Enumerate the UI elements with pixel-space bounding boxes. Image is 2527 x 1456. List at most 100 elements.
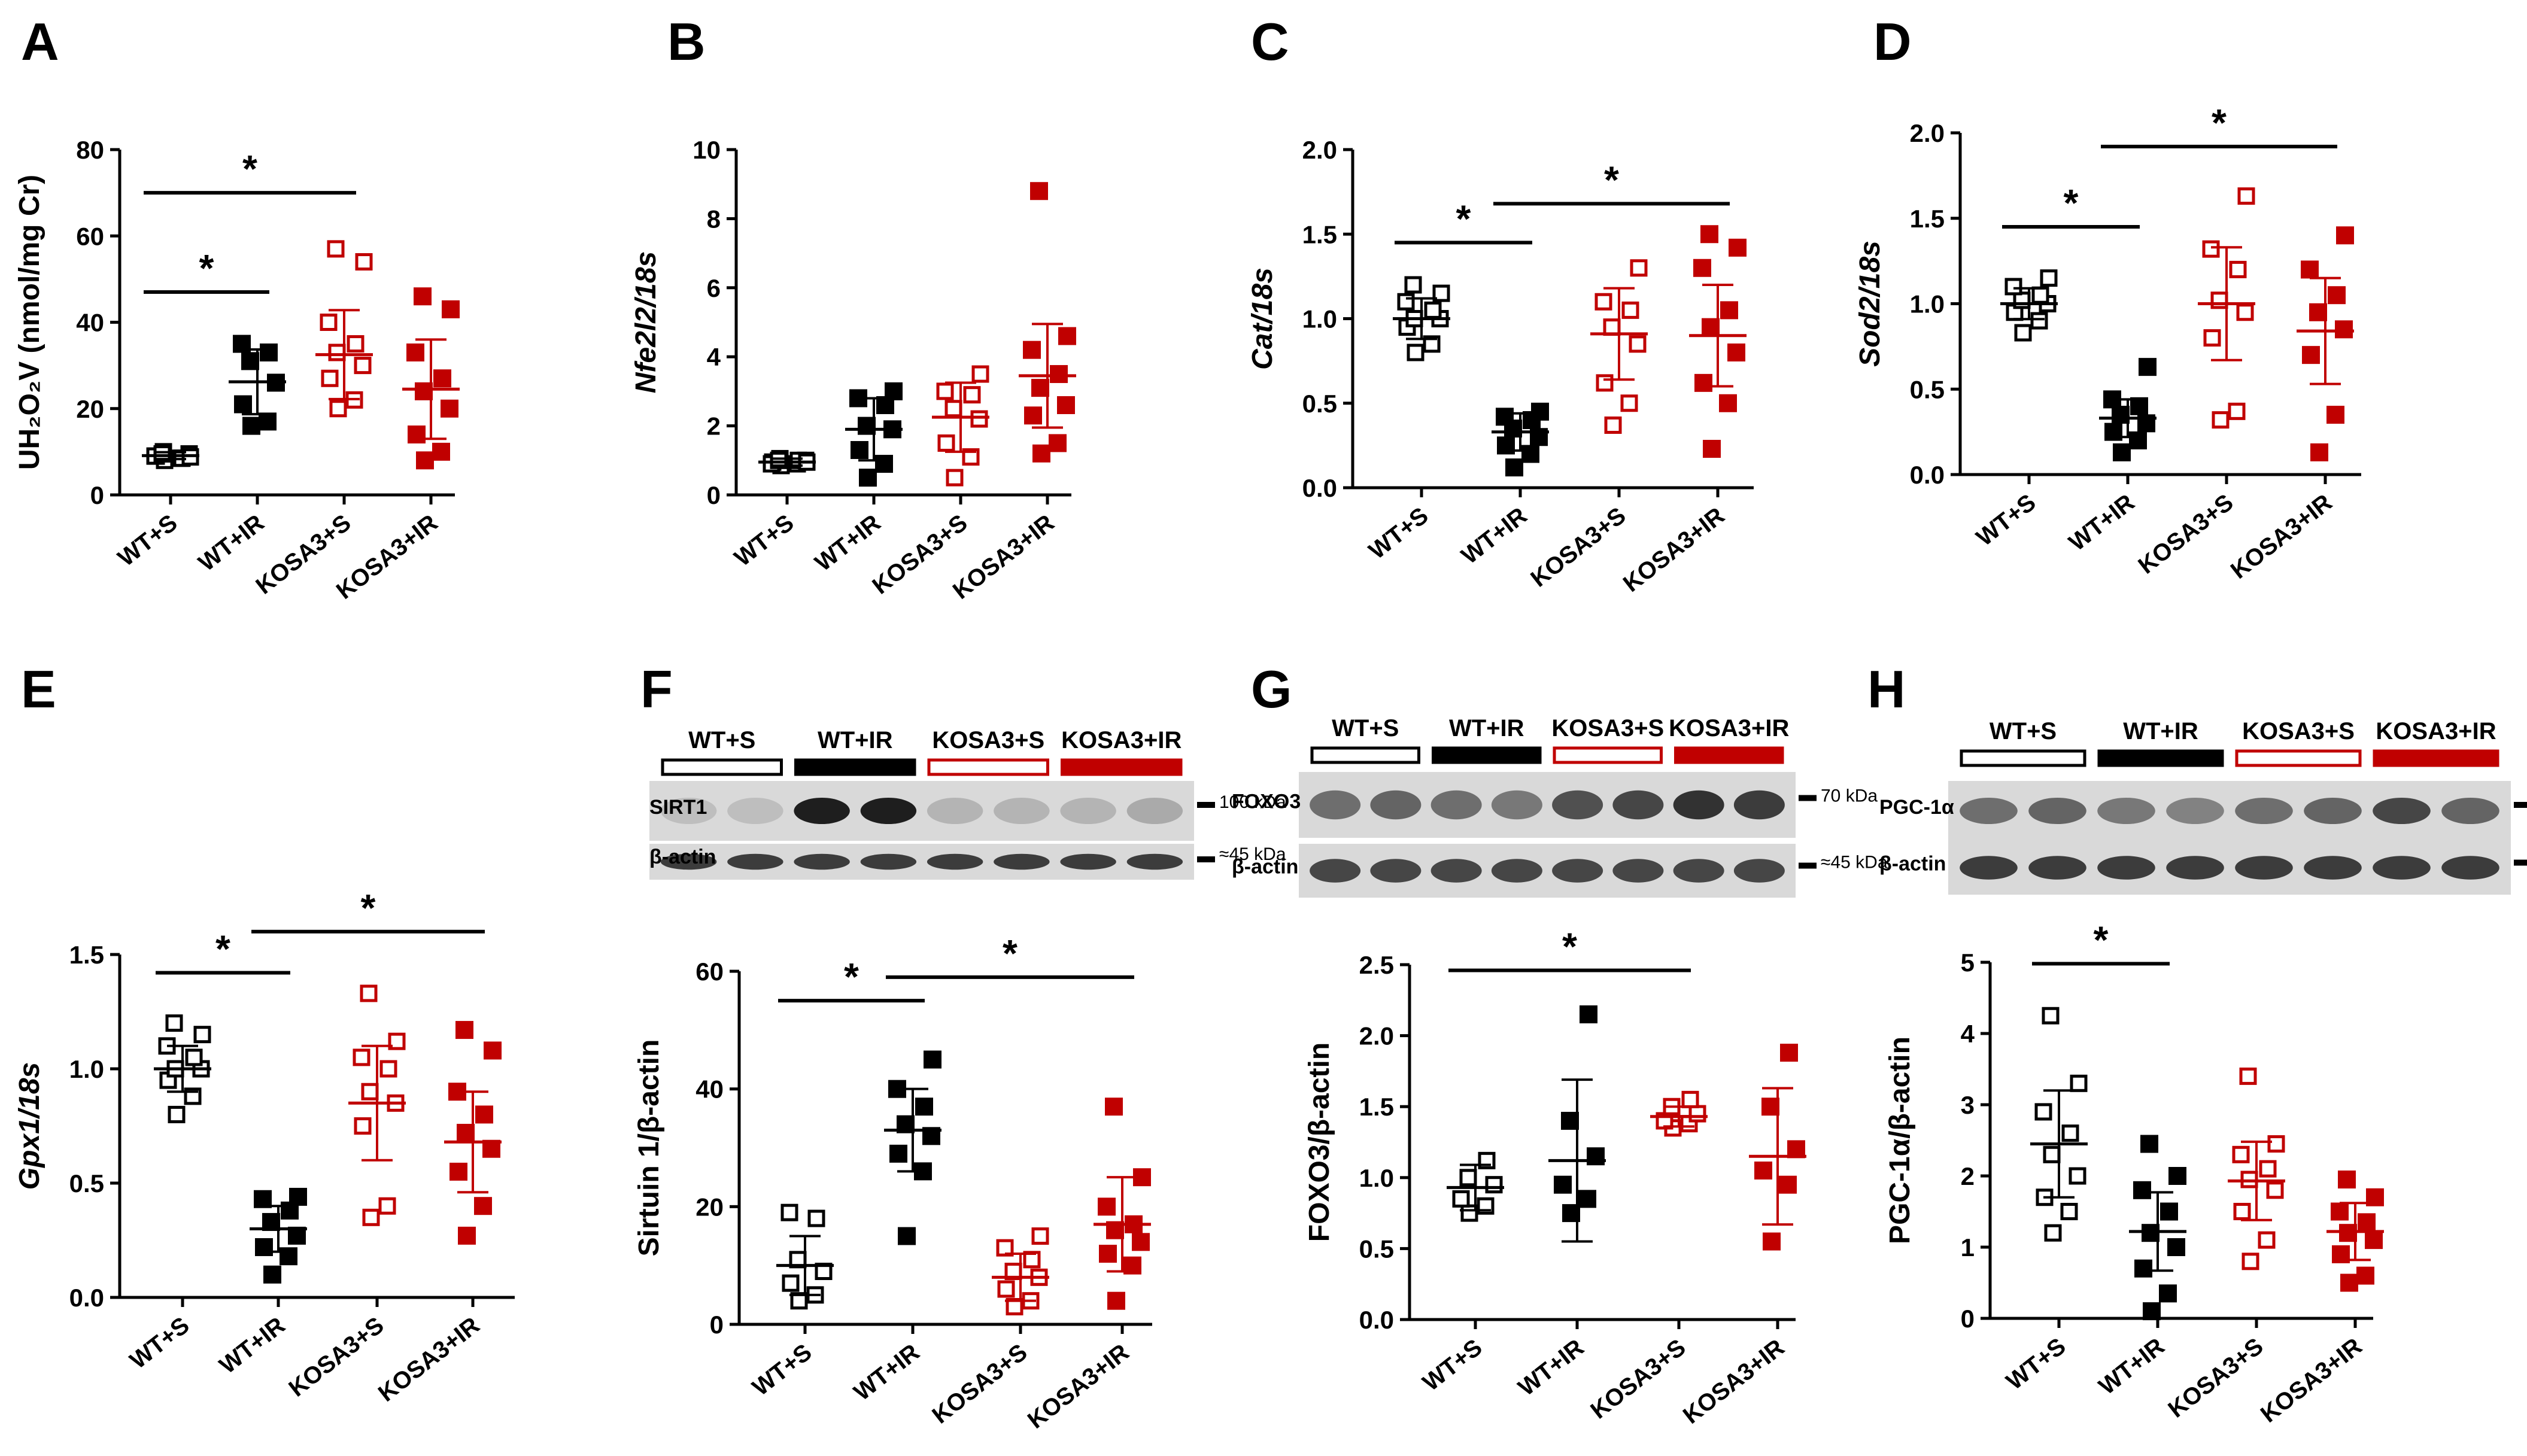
blot-group-label: KOSA3+S [1551, 715, 1664, 741]
series-wt-plus-s [2030, 1007, 2088, 1242]
y-tick-label: 40 [76, 309, 104, 337]
y-tick-label: 3 [1961, 1091, 1975, 1119]
blot-group-bar [1553, 746, 1663, 764]
blot-marker-label: ≈45 kDa [1821, 853, 1888, 873]
data-point [1729, 238, 1747, 257]
x-tick-label: KOSA3+S [1586, 1334, 1690, 1424]
data-point [2258, 1231, 2276, 1249]
data-point [2365, 1231, 2383, 1250]
data-point [234, 395, 252, 414]
y-tick-label: 2.0 [1359, 1022, 1394, 1050]
data-point [2044, 1224, 2062, 1242]
data-point [455, 1021, 473, 1039]
data-point [1531, 402, 1549, 421]
blot-band [1733, 790, 1785, 820]
data-point [1554, 1175, 1572, 1194]
data-point [263, 1265, 281, 1284]
data-point [2336, 226, 2354, 245]
panel-label: A [21, 12, 59, 71]
data-point [2034, 1103, 2052, 1121]
data-point [1719, 394, 1737, 412]
blot-band [1960, 798, 2018, 824]
data-point [2232, 1145, 2250, 1163]
data-point [851, 440, 868, 459]
data-point [414, 287, 432, 306]
data-point [1030, 182, 1048, 200]
blot-band [1612, 859, 1664, 883]
blot-group-label: WT+S [1332, 715, 1399, 741]
significance-star: * [2212, 101, 2227, 144]
data-point [1105, 1098, 1123, 1116]
data-point [474, 1197, 492, 1215]
series-wt-plus-s [154, 1014, 211, 1123]
series-kosa3-plus-s [315, 240, 373, 418]
blot-band [1060, 853, 1116, 870]
data-point [2143, 1302, 2161, 1321]
y-tick-label: 1.0 [1302, 305, 1337, 333]
data-point [1032, 444, 1050, 463]
data-point [193, 1026, 211, 1044]
data-point [2070, 1074, 2088, 1092]
blot-protein-label: SIRT1 [649, 796, 707, 819]
blot-band [994, 853, 1050, 870]
x-tick-label: KOSA3+IR [2226, 489, 2337, 584]
data-point [2259, 1160, 2277, 1178]
blot-band [1673, 859, 1724, 883]
data-point [859, 469, 877, 487]
y-axis-label: PGC-1α/β-actin [1884, 1036, 1916, 1244]
y-tick-label: 0.0 [1910, 461, 1945, 489]
blot-band [660, 853, 717, 870]
data-point [2129, 431, 2147, 449]
data-point [1596, 374, 1614, 392]
blot-band [860, 853, 917, 870]
y-tick-label: 0.0 [1302, 474, 1337, 502]
data-point [1031, 1227, 1049, 1245]
data-point [1485, 1176, 1503, 1194]
data-point [1424, 301, 1442, 319]
data-point [1700, 225, 1718, 244]
blot-group-label: KOSA3+IR [2376, 718, 2496, 744]
data-point [1621, 301, 1639, 319]
blot-group-bar [1432, 746, 1542, 764]
x-tick-label: KOSA3+IR [1618, 502, 1730, 597]
x-tick-label: KOSA3+IR [2256, 1333, 2367, 1428]
data-point [2031, 286, 2049, 304]
blot-band [2373, 798, 2431, 824]
blot-band [927, 853, 983, 870]
data-point [442, 300, 460, 318]
blot-band [794, 853, 850, 870]
blot-band [1552, 859, 1603, 883]
y-tick-label: 0.5 [69, 1169, 104, 1197]
blot-band [1370, 790, 1422, 820]
series-wt-plus-ir [1548, 1005, 1606, 1243]
x-tick-label: KOSA3+S [284, 1312, 388, 1402]
series-kosa3-plus-s [2228, 1067, 2285, 1270]
data-point [2302, 346, 2320, 364]
data-point [168, 1105, 186, 1123]
data-point [406, 343, 424, 361]
y-tick-label: 0.5 [1302, 390, 1337, 418]
data-point [2237, 187, 2255, 205]
blot-band [1126, 853, 1183, 870]
blot-band [2028, 798, 2086, 824]
series-kosa3-plus-ir [1094, 1098, 1151, 1310]
data-point [963, 386, 981, 404]
data-point [328, 344, 346, 361]
y-axis-label: Nfe2l2/18s [630, 251, 662, 394]
data-point [2301, 260, 2319, 279]
blot-band [1673, 790, 1724, 820]
significance-star: * [1456, 197, 1471, 240]
blot-group-label: WT+S [688, 727, 755, 753]
data-point [2168, 1167, 2186, 1185]
panel-label: D [1873, 12, 1912, 71]
blot-protein-label: FOXO3 [1232, 791, 1301, 813]
series-wt-plus-ir [229, 335, 286, 435]
series-wt-plus-ir [884, 1050, 941, 1245]
data-point [780, 1203, 798, 1221]
x-tick-label: WT+S [748, 1339, 817, 1401]
series-wt-plus-ir [2099, 358, 2157, 461]
